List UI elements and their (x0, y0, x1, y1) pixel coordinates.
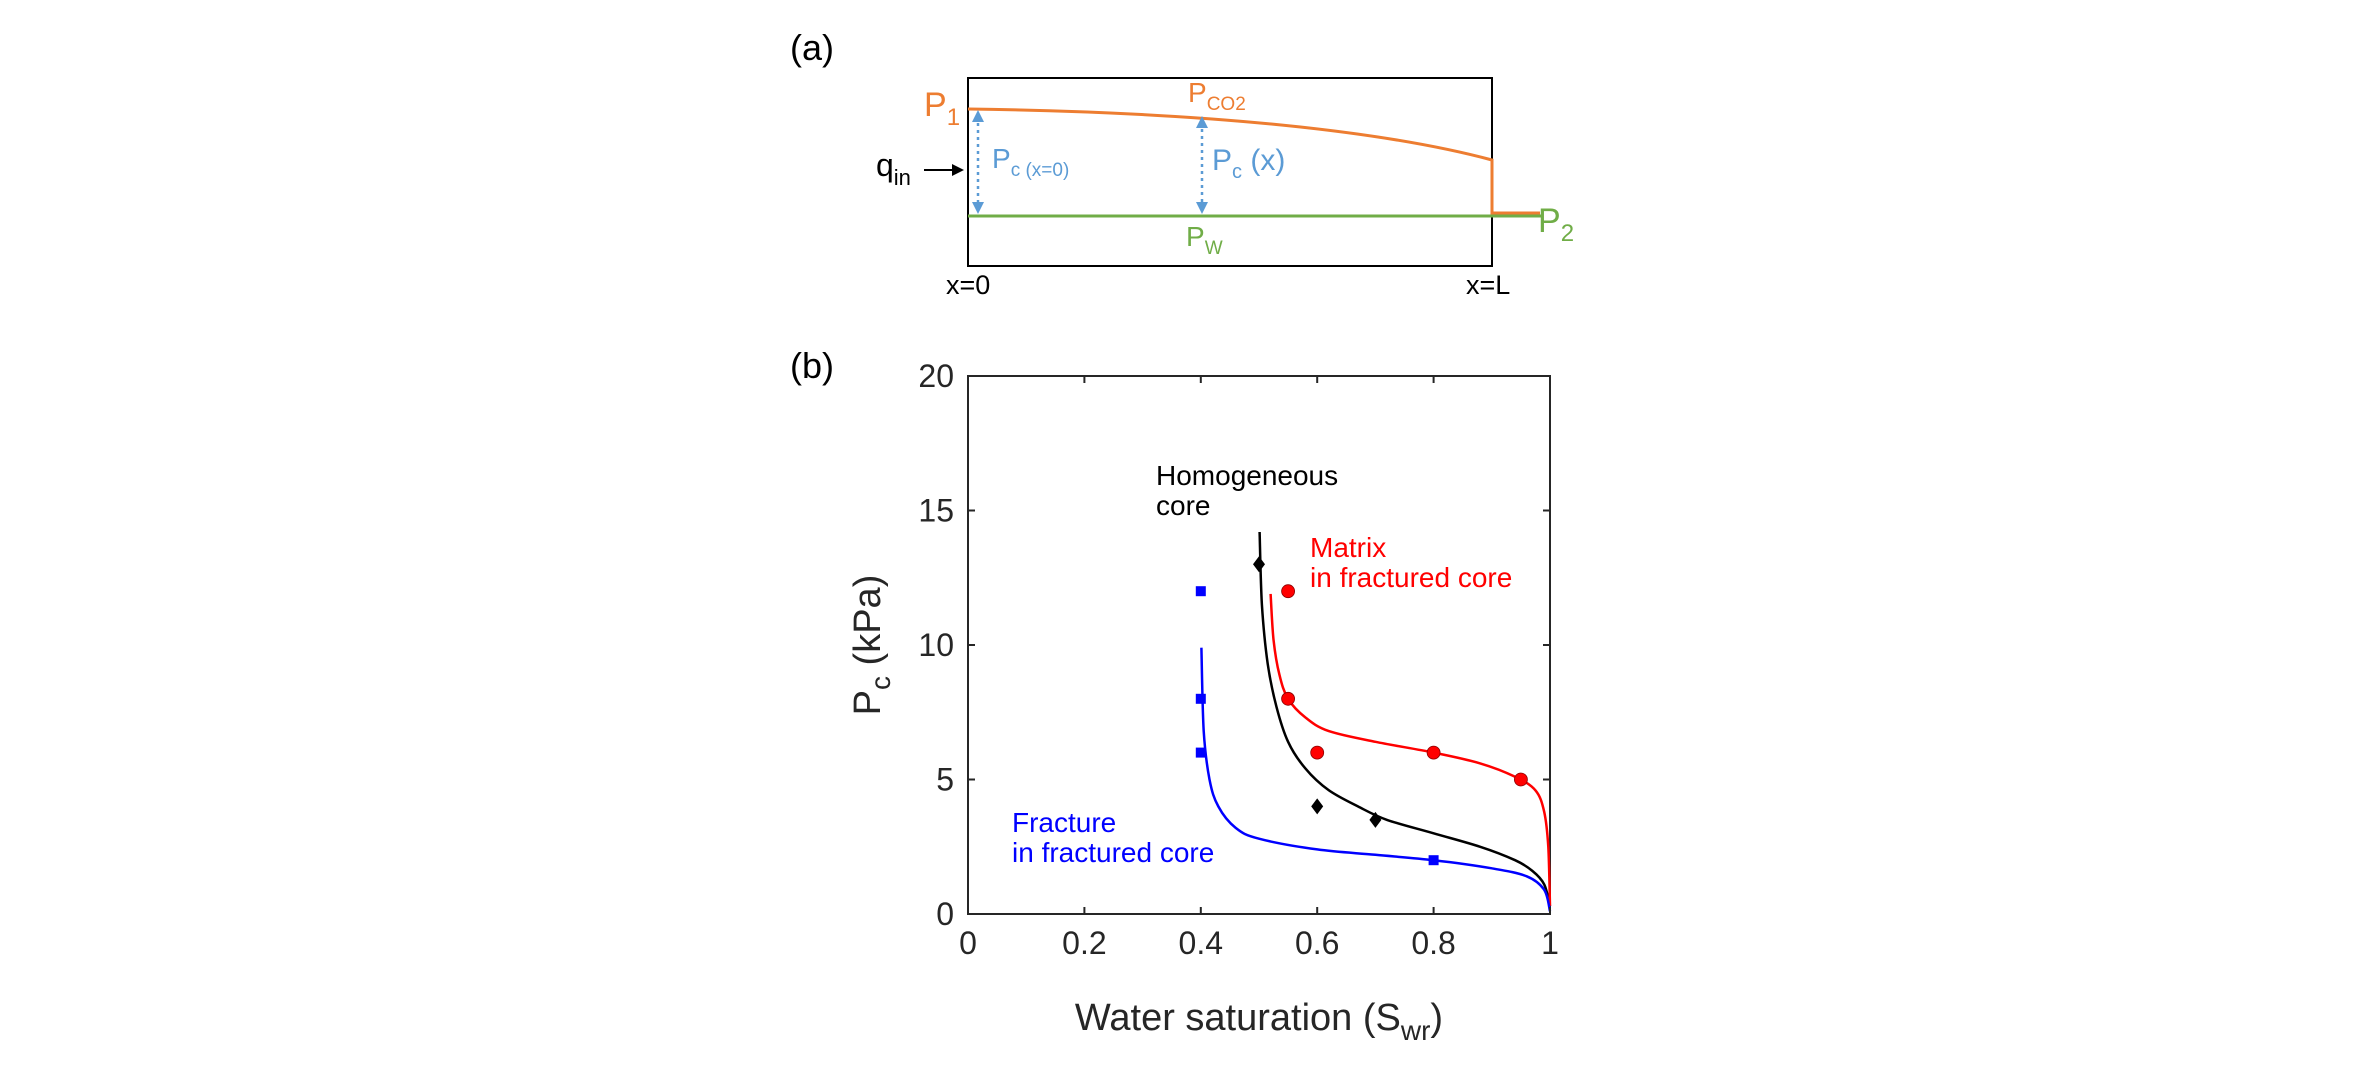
capillary-arrow-x0 (972, 110, 984, 214)
data-point-diamond (1253, 556, 1265, 573)
plot-area (967, 375, 1551, 915)
x-tick-label: 0.6 (1295, 925, 1339, 961)
qin-label: qin (876, 147, 911, 190)
x-tick-label: 0 (959, 925, 977, 961)
fit-curve-diamond-series (1258, 531, 1552, 907)
annotation-matrix: Matrix in fractured core (1310, 532, 1512, 593)
panel-b-label: (b) (790, 345, 834, 386)
x-tick-label: 0.8 (1411, 925, 1455, 961)
data-point-circle (1281, 584, 1295, 599)
x0-label: x=0 (946, 270, 990, 300)
y-tick-label: 15 (918, 493, 954, 529)
capillary-arrow-x (1196, 116, 1208, 214)
data-point-circle (1281, 691, 1295, 706)
data-point-square (1195, 747, 1206, 758)
y-axis-label: Pc (kPa) (847, 575, 896, 716)
data-point-circle (1514, 772, 1528, 787)
y-tick-label: 20 (918, 358, 954, 394)
fit-curve-square-series (1200, 647, 1552, 912)
data-points (1195, 556, 1528, 866)
data-point-square (1428, 855, 1439, 866)
pw-label: PW (1186, 221, 1223, 259)
x-tick-label: 0.4 (1179, 925, 1223, 961)
x-tick-label: 0.2 (1062, 925, 1106, 961)
fit-curves (1200, 531, 1552, 912)
x-tick-label: 1 (1541, 925, 1559, 961)
x-axis-label: Water saturation (Swr) (1075, 997, 1443, 1046)
p2-label: P2 (1538, 202, 1574, 247)
pc-x0-label: Pc (x=0) (992, 143, 1069, 181)
p1-label: P1 (924, 86, 960, 131)
y-tick-label: 10 (918, 627, 954, 663)
xl-label: x=L (1466, 270, 1510, 300)
annotation-homogeneous: Homogeneous core (1156, 460, 1346, 521)
y-tick-label: 0 (936, 896, 954, 932)
data-point-diamond (1369, 811, 1382, 828)
panel-a-label: (a) (790, 27, 834, 68)
pco2-label: PCO2 (1188, 77, 1246, 115)
panel-a: (a) P1 PCO2 Pc (x=0) Pc (x) qin PW P2 (790, 27, 1574, 300)
inflow-arrow (924, 164, 964, 176)
pc-x-label: Pc (x) (1212, 144, 1285, 183)
y-tick-label: 5 (936, 762, 954, 798)
data-point-square (1195, 586, 1206, 597)
data-point-circle (1310, 745, 1325, 760)
co2-pressure-curve (967, 107, 1540, 215)
annotation-fracture: Fracture in fractured core (1012, 807, 1214, 868)
fit-curve-circle-series (1269, 593, 1552, 906)
data-point-square (1195, 693, 1206, 704)
data-point-circle (1426, 745, 1441, 760)
data-point-diamond (1311, 798, 1324, 815)
